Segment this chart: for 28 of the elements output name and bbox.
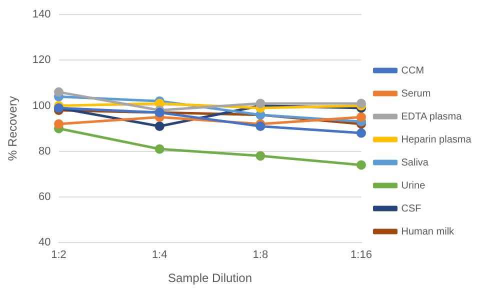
legend-label: EDTA plasma	[401, 111, 462, 122]
point	[356, 128, 366, 138]
y-tick-label: 120	[32, 54, 51, 66]
y-tick-label: 80	[38, 145, 51, 158]
legend-label: CCM	[401, 65, 424, 76]
x-tick-label: 1:4	[152, 249, 168, 262]
point	[356, 160, 366, 170]
legend-label: Human milk	[401, 226, 456, 238]
point	[54, 87, 64, 97]
point	[154, 121, 164, 131]
y-tick-label: 100	[32, 100, 51, 112]
point	[54, 119, 64, 129]
legend-label: Urine	[401, 180, 426, 192]
legend-label: Heparin plasma	[401, 134, 472, 146]
point	[256, 151, 266, 161]
legend-label: CSF	[401, 203, 422, 214]
x-tick-label: 1:8	[252, 249, 268, 262]
point	[154, 144, 164, 154]
point	[356, 112, 366, 122]
y-tick-label: 40	[38, 236, 51, 248]
x-tick-label: 1:16	[350, 249, 372, 262]
y-axis-title: % Recovery	[6, 96, 20, 161]
y-tick-label: 140	[32, 8, 51, 21]
y-tick-label: 60	[38, 190, 51, 203]
legend-label: Saliva	[401, 157, 429, 168]
x-axis-title: Sample Dilution	[168, 271, 252, 286]
x-tick-label: 1:2	[51, 249, 66, 262]
legend-label: Serum	[401, 88, 431, 100]
